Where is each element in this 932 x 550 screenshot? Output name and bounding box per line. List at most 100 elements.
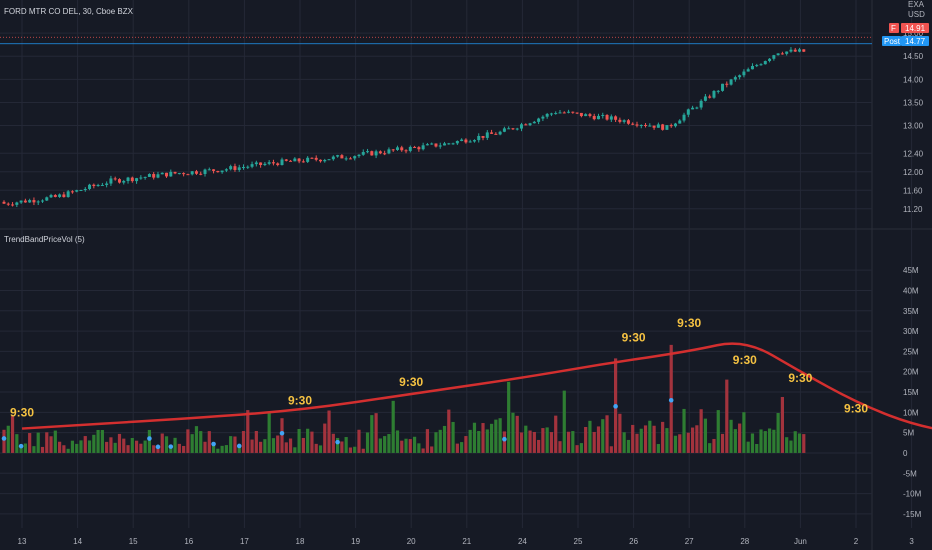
volume-bar	[528, 430, 532, 453]
volume-bar	[263, 439, 267, 453]
volume-bar	[383, 436, 387, 453]
volume-bar	[549, 432, 554, 453]
volume-bar	[626, 439, 631, 453]
volume-bar	[776, 413, 780, 453]
volume-bar	[712, 438, 716, 453]
volume-bar	[451, 421, 455, 453]
volume-bar	[785, 437, 789, 453]
candle-body	[558, 112, 562, 114]
candle-body	[66, 191, 70, 198]
volume-bar	[224, 445, 228, 453]
volume-tick-label: -15M	[903, 510, 922, 519]
volume-tick-label: 15M	[903, 388, 919, 397]
volume-bar	[412, 436, 417, 453]
post-price-bg	[901, 36, 929, 46]
volume-bar	[233, 436, 237, 453]
candle-body	[139, 177, 143, 179]
candle-body	[276, 163, 280, 166]
volume-bar	[519, 432, 524, 453]
candle-body	[511, 128, 515, 130]
volume-bar	[472, 422, 477, 453]
candle-body	[695, 107, 699, 109]
volume-bar	[592, 431, 596, 453]
candle-body	[378, 151, 382, 154]
candle-body	[284, 159, 288, 161]
session-open-annotation: 9:30	[399, 375, 423, 389]
candle-body	[254, 162, 258, 165]
signal-dot	[279, 430, 285, 436]
candle-body	[152, 174, 156, 178]
last-price-bg	[901, 23, 929, 33]
candle-body	[348, 158, 352, 160]
volume-bar	[122, 438, 126, 453]
candle-body	[759, 64, 763, 66]
candle-body	[135, 178, 139, 182]
volume-bar	[194, 426, 199, 453]
volume-bar	[49, 436, 53, 453]
candle-body	[524, 124, 528, 126]
candle-body	[306, 157, 310, 162]
candle-body	[11, 204, 15, 206]
candle-body	[430, 143, 434, 145]
volume-bar	[310, 431, 314, 453]
volume-bar	[10, 416, 15, 453]
candle-body	[545, 113, 549, 117]
volume-bar	[36, 432, 40, 453]
candle-body	[721, 83, 725, 91]
volume-bar	[331, 433, 335, 453]
candle-body	[802, 49, 806, 52]
candle-body	[656, 124, 660, 128]
volume-bar	[143, 440, 147, 453]
candle-body	[729, 79, 733, 85]
signal-dot	[211, 441, 216, 447]
volume-bar	[340, 441, 344, 453]
candle-body	[194, 171, 198, 174]
volume-tick-label: 45M	[903, 266, 919, 275]
candle-body	[40, 200, 44, 202]
candle-body	[490, 132, 494, 134]
last-price-value: 14.91	[905, 24, 926, 33]
volume-bar	[716, 410, 720, 453]
candle-body	[92, 184, 96, 187]
volume-tick-label: 40M	[903, 286, 919, 295]
volume-bar	[511, 412, 515, 453]
volume-bar	[460, 442, 464, 453]
candle-body	[443, 143, 447, 146]
candle-body	[438, 145, 442, 147]
candle-body	[331, 156, 335, 160]
candle-body	[725, 83, 729, 85]
volume-bar	[160, 433, 164, 453]
trend-curve	[21, 342, 932, 430]
volume-bar	[477, 431, 481, 453]
volume-bar	[661, 421, 665, 453]
candle-body	[216, 170, 220, 173]
candle-body	[592, 115, 596, 120]
candle-body	[289, 160, 293, 162]
candle-body	[682, 114, 686, 121]
candle-body	[15, 202, 19, 205]
candle-body	[631, 123, 635, 125]
candle-body	[28, 200, 32, 203]
candle-body	[644, 124, 648, 126]
currency-extra: EXA	[908, 0, 925, 9]
volume-bar	[327, 410, 331, 453]
volume-bar	[772, 429, 776, 453]
candle-body	[708, 96, 712, 98]
candle-body	[323, 160, 327, 162]
volume-bar	[575, 445, 579, 453]
x-tick-label: 21	[462, 537, 471, 546]
volume-bar	[203, 441, 207, 453]
candle-body	[498, 131, 502, 135]
candle-body	[314, 157, 318, 160]
x-tick-label: 26	[629, 537, 638, 546]
post-price-badge: Post 14.77	[882, 36, 929, 46]
session-open-annotation: 9:30	[622, 330, 646, 344]
volume-bar	[186, 429, 190, 453]
candle-body	[53, 195, 57, 197]
candle-body	[109, 178, 113, 184]
post-price-value: 14.77	[905, 37, 926, 46]
signal-dot	[236, 443, 242, 449]
candle-body	[652, 125, 656, 128]
volume-bar	[58, 441, 62, 453]
